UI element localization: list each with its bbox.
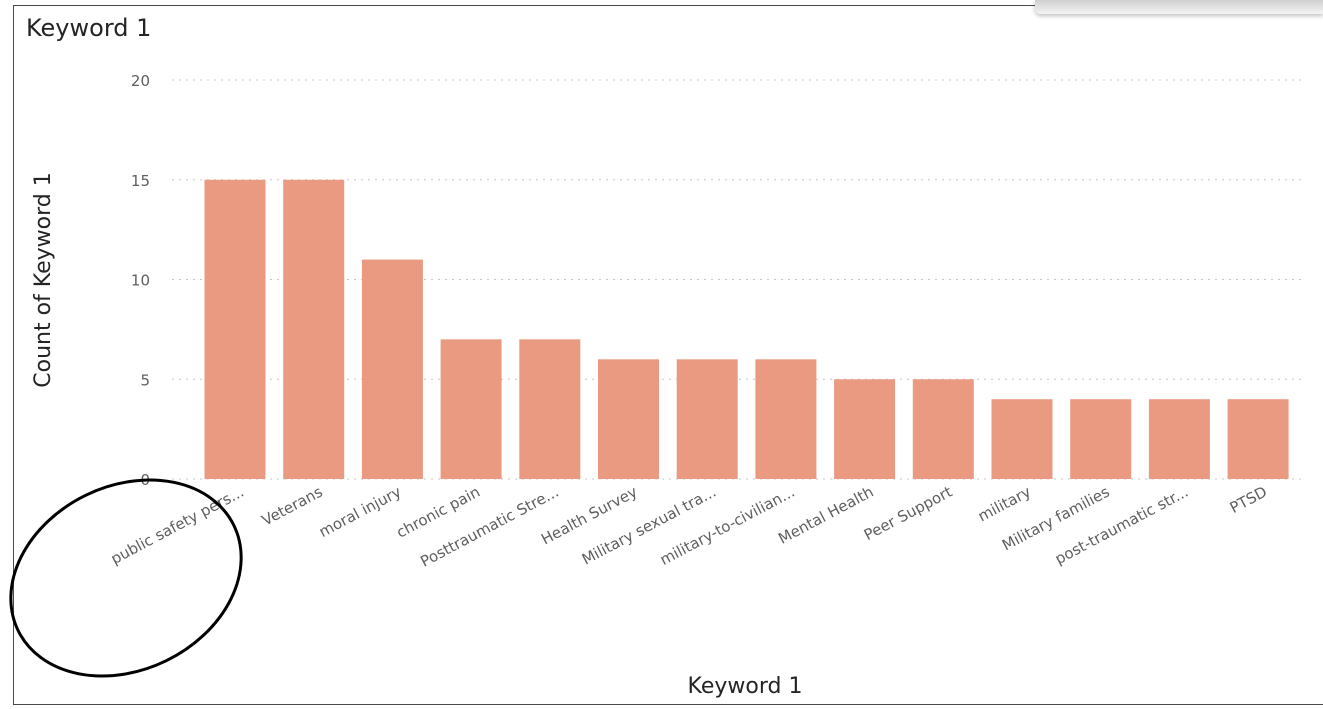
bar[interactable] <box>912 379 974 479</box>
bar[interactable] <box>283 179 345 479</box>
chart-title: Keyword 1 <box>26 14 152 42</box>
x-tick-label: post-traumatic str... <box>1052 483 1191 568</box>
x-tick-label: military-to-civilian... <box>657 483 798 569</box>
visual-header-shadow <box>1035 0 1323 14</box>
x-tick-label: PTSD <box>1227 483 1270 517</box>
bar[interactable] <box>1070 399 1132 479</box>
x-tick-label: Veterans <box>259 483 326 530</box>
x-tick-label: public safety pers... <box>108 483 247 568</box>
bar[interactable] <box>440 339 502 479</box>
bar[interactable] <box>519 339 581 479</box>
y-tick-label: 10 <box>131 272 150 290</box>
x-tick-label: Military sexual tra... <box>579 483 719 569</box>
bar[interactable] <box>598 359 659 479</box>
x-tick-label: Posttraumatic Stre... <box>417 483 561 571</box>
bar[interactable] <box>361 259 423 479</box>
bar[interactable] <box>991 399 1053 479</box>
annotation-circle <box>9 478 243 678</box>
y-tick-label: 5 <box>140 371 150 389</box>
bar[interactable] <box>204 179 266 479</box>
bar[interactable] <box>1148 399 1210 479</box>
bar[interactable] <box>1227 399 1289 479</box>
bars <box>204 179 1289 479</box>
bar[interactable] <box>834 379 896 479</box>
y-tick-label: 15 <box>131 172 150 190</box>
y-axis-title: Count of Keyword 1 <box>31 172 56 387</box>
y-tick-label: 20 <box>131 72 150 90</box>
bar[interactable] <box>676 359 738 479</box>
x-tick-label: military <box>975 483 1034 526</box>
x-tick-label: Peer Support <box>861 483 955 545</box>
x-tick-label: moral injury <box>316 483 404 541</box>
x-axis-title: Keyword 1 <box>688 674 803 699</box>
bar[interactable] <box>755 359 817 479</box>
